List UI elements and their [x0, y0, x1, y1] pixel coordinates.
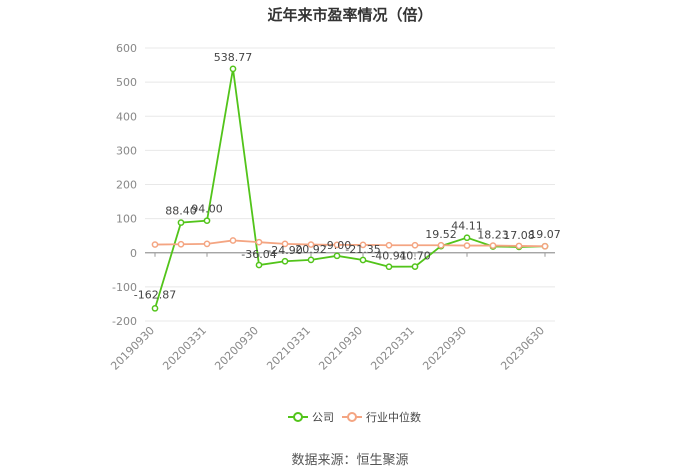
industry-point — [307, 241, 315, 248]
data-label: 88.40 — [165, 205, 197, 218]
industry-point — [541, 242, 549, 250]
data-label: 40.70 — [399, 250, 431, 263]
company-line — [154, 68, 546, 309]
industry-point — [333, 241, 341, 249]
legend-industry: 行业中位数 — [342, 410, 421, 424]
data-label: 19.52 — [425, 228, 457, 241]
x-tick-label: 20230630 — [498, 324, 547, 373]
x-tick-label: 20220331 — [368, 324, 417, 373]
data-label: 538.77 — [214, 51, 253, 64]
company-point — [359, 256, 367, 264]
chart-title: 近年来市盈率情况（倍） — [267, 6, 433, 24]
industry-point — [255, 238, 263, 246]
company-point — [411, 263, 419, 270]
data-label: -21.35 — [345, 243, 380, 256]
company-point — [333, 252, 341, 260]
data-label: 19.07 — [529, 228, 561, 241]
data-label: -40.91 — [371, 250, 406, 263]
x-tick-label: 20200331 — [160, 324, 209, 373]
industry-point — [359, 241, 367, 249]
data-label: 44.11 — [451, 220, 483, 233]
industry-point — [463, 242, 471, 249]
company-point — [177, 219, 185, 226]
x-tick-label: 20210331 — [264, 324, 313, 373]
y-tick-label: 500 — [116, 76, 137, 89]
industry-median-line — [154, 239, 546, 248]
data-label: 18.23 — [477, 229, 509, 242]
y-tick-label: 100 — [116, 213, 137, 226]
industry-point — [177, 240, 185, 248]
data-label: 94.00 — [191, 203, 223, 216]
source-note: 数据来源：恒生聚源 — [291, 453, 409, 468]
industry-point — [385, 241, 393, 249]
legend: 公司 行业中位数 — [288, 410, 421, 424]
industry-point — [437, 241, 445, 249]
y-tick-label: 200 — [116, 179, 137, 192]
legend-marker — [293, 412, 303, 422]
legend-label: 公司 — [312, 411, 334, 424]
y-tick-label: -100 — [112, 281, 137, 294]
industry-point — [515, 242, 523, 250]
data-label: 20.92 — [295, 243, 327, 256]
company-point — [307, 256, 315, 264]
industry-point — [411, 241, 419, 249]
y-tick-label: 300 — [116, 144, 137, 157]
data-label: -9.00 — [323, 239, 351, 252]
company-point — [229, 65, 237, 73]
y-tick-label: 0 — [130, 247, 137, 260]
data-label: -24.90 — [267, 244, 302, 257]
company-point — [255, 261, 263, 269]
industry-point — [151, 241, 159, 248]
industry-point — [203, 240, 211, 248]
company-point — [203, 217, 211, 225]
industry-point — [229, 237, 237, 244]
data-label: 17.08 — [503, 229, 535, 242]
company-point — [463, 234, 471, 242]
company-point — [151, 304, 159, 312]
data-label: -162.87 — [134, 288, 176, 301]
legend-company: 公司 — [288, 411, 334, 424]
y-tick-label: -200 — [112, 315, 137, 328]
x-tick-label: 20190930 — [108, 324, 157, 373]
x-tick-label: 20220930 — [420, 324, 469, 373]
x-tick-label: 20200930 — [212, 324, 261, 373]
industry-point — [281, 240, 289, 248]
series-layer — [151, 65, 549, 312]
industry-point — [489, 242, 497, 249]
data-label: -36.04 — [241, 248, 276, 261]
company-point — [281, 257, 289, 265]
y-tick-label: 400 — [116, 110, 137, 123]
company-point — [385, 263, 393, 271]
legend-marker — [347, 412, 357, 422]
x-tick-label: 20210930 — [316, 324, 365, 373]
legend-label: 行业中位数 — [366, 410, 421, 424]
grid-layer — [145, 47, 555, 322]
y-tick-label: 600 — [116, 42, 137, 55]
